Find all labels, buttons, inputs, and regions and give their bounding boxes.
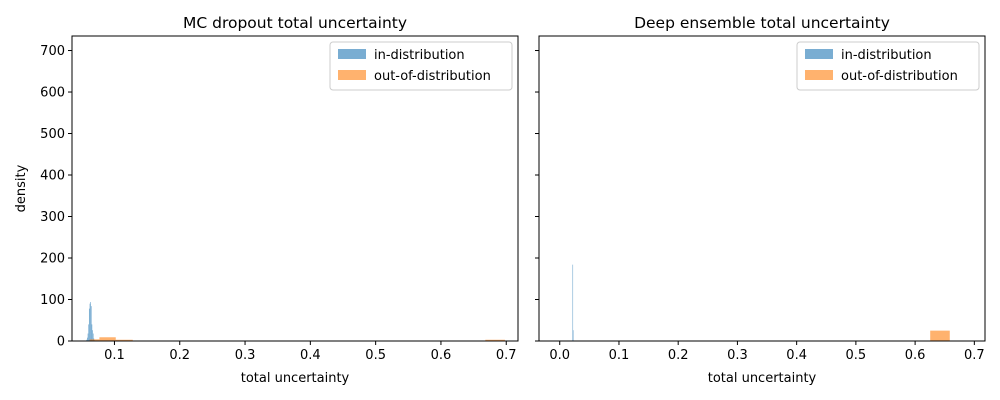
x-tick-label: 0.0 — [549, 348, 570, 363]
x-tick-label: 0.5 — [846, 348, 867, 363]
x-tick-label: 0.7 — [964, 348, 985, 363]
legend-label-1: out-of-distribution — [374, 69, 491, 84]
histogram-bar — [90, 306, 92, 341]
axes-frame — [538, 35, 986, 342]
series-1 — [89, 337, 505, 341]
y-tick-label: 500 — [40, 127, 65, 142]
legend-frame — [796, 41, 980, 91]
histogram-bar — [89, 303, 91, 341]
histogram-bar — [572, 330, 574, 341]
x-tick-label: 0.1 — [609, 348, 630, 363]
histogram-bar — [86, 339, 88, 341]
x-tick-label: 0.6 — [905, 348, 926, 363]
histogram-bar — [87, 337, 88, 341]
x-tick-label: 0.2 — [668, 348, 689, 363]
x-axis-label: total uncertainty — [708, 371, 817, 386]
histogram-bar — [91, 324, 93, 341]
x-tick-label: 0.2 — [169, 348, 190, 363]
series-0 — [572, 264, 574, 341]
histogram-bar — [87, 333, 89, 341]
histogram-bar — [89, 339, 100, 341]
x-tick-label: 0.5 — [365, 348, 386, 363]
x-tick-label: 0.6 — [431, 348, 452, 363]
series-1 — [930, 330, 950, 341]
y-tick-label: 200 — [40, 252, 65, 267]
y-tick-label: 400 — [40, 169, 65, 184]
legend-label-0: in-distribution — [374, 48, 465, 63]
histogram-bar — [99, 337, 116, 341]
x-tick-label: 0.4 — [300, 348, 321, 363]
histogram-bar — [90, 301, 91, 341]
y-axis-label: density — [14, 164, 29, 212]
histogram-bar — [88, 324, 89, 341]
y-tick-label: 300 — [40, 210, 65, 225]
legend-swatch-0 — [338, 49, 366, 59]
axes-frame — [71, 35, 519, 342]
legend-swatch-0 — [805, 49, 833, 59]
x-tick-label: 0.3 — [727, 348, 748, 363]
panel-mc-dropout: 0.1 0.2 0.3 0.4 0.5 0.6 0.7 0 100 200 300 400 500 600… — [14, 14, 519, 386]
legend-frame — [329, 41, 513, 91]
y-tick-label: 600 — [40, 86, 65, 101]
histogram-bar — [572, 264, 574, 341]
legend-swatch-1 — [805, 70, 833, 80]
legend-label-1: out-of-distribution — [841, 69, 958, 84]
histogram-bar — [115, 339, 133, 341]
histogram-bar — [485, 339, 505, 341]
chart-title: Deep ensemble total uncertainty — [634, 14, 890, 32]
histogram-bar — [92, 330, 93, 341]
x-tick-label: 0.7 — [496, 348, 517, 363]
legend: in-distribution out-of-distribution — [796, 41, 980, 91]
y-tick-label: 0 — [57, 335, 65, 350]
histogram-bar — [88, 308, 90, 341]
x-tick-label: 0.1 — [104, 348, 125, 363]
series-0 — [86, 301, 95, 341]
histogram-bar — [92, 333, 94, 341]
x-tick-label: 0.3 — [235, 348, 256, 363]
histogram-bar — [930, 330, 950, 341]
x-axis-label: total uncertainty — [241, 371, 350, 386]
chart-title: MC dropout total uncertainty — [183, 14, 407, 32]
legend-swatch-1 — [338, 70, 366, 80]
y-tick-label: 700 — [40, 44, 65, 59]
legend: in-distribution out-of-distribution — [329, 41, 513, 91]
legend-label-0: in-distribution — [841, 48, 932, 63]
panel-deep-ensemble: 0.0 0.1 0.2 0.3 0.4 0.5 0.6 0.7 Deep ensemble to… — [535, 14, 986, 386]
y-tick-label: 100 — [40, 293, 65, 308]
x-tick-label: 0.4 — [786, 348, 807, 363]
